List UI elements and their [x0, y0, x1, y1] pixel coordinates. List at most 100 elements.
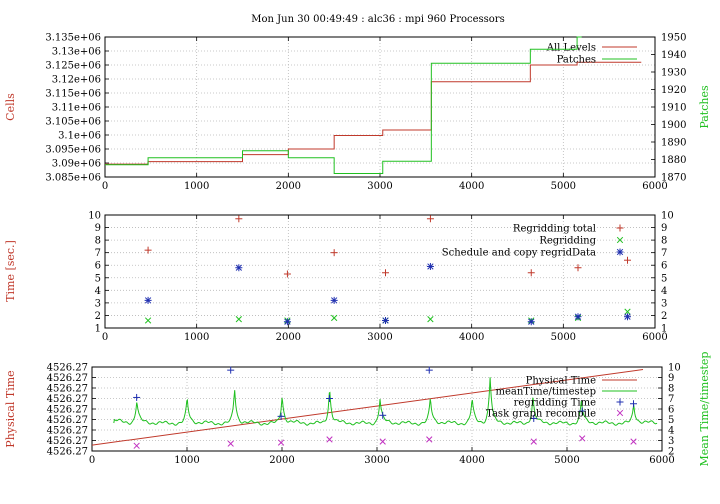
schedule-and-copy-regriddata-point [426, 262, 434, 270]
y-tick-label: 3.115e+06 [45, 89, 101, 100]
x-tick-label: 3000 [364, 455, 389, 466]
x-tick-label: 2000 [276, 181, 301, 192]
regridding-time-point [133, 393, 141, 401]
legend-symbol [616, 248, 624, 256]
y2-tick-label: 10 [661, 211, 674, 222]
x-tick-label: 3000 [367, 332, 392, 343]
y-tick-label: 2 [95, 311, 101, 322]
x-tick-label: 4000 [459, 181, 484, 192]
regridding-time-point [277, 412, 285, 420]
x-tick-label: 5000 [551, 181, 576, 192]
y2-tick-label: 1950 [661, 33, 686, 44]
meantime-timestep-line [113, 377, 658, 426]
x-tick-label: 2000 [276, 332, 301, 343]
y-tick-label: 5 [95, 273, 101, 284]
schedule-and-copy-regriddata-point [624, 313, 631, 321]
x-tick-label: 3000 [367, 181, 392, 192]
y2-tick-label: 1880 [661, 155, 686, 166]
y-tick-label: 4526.27 [47, 363, 88, 374]
schedule-and-copy-regriddata-point [283, 318, 291, 326]
y-tick-label: 3.085e+06 [45, 173, 101, 184]
regridding-total-point [574, 264, 582, 272]
y-tick-label: 3.125e+06 [45, 61, 101, 72]
legend-label: Schedule and copy regridData [442, 248, 596, 259]
regridding-time-point [630, 400, 637, 408]
y-tick-label: 4526.27 [47, 405, 88, 416]
task-graph-recompile-point [530, 438, 537, 445]
regridding-total-point [283, 270, 291, 278]
y-tick-label: 3.1e+06 [58, 131, 101, 142]
y2-tick-label: 1900 [661, 120, 686, 131]
legend-symbol [616, 398, 624, 406]
y-tick-label: 3.09e+06 [52, 159, 101, 170]
physical-time-panel: 0 1000 2000 3000 4000 5000 60004526.274526.274… [4, 352, 711, 467]
x-tick-label: 6000 [642, 332, 667, 343]
plot-frame [104, 214, 656, 329]
y2-axis-title: Mean Time/timestep [698, 352, 711, 467]
x-tick-label: 0 [102, 181, 108, 192]
legend-symbol [616, 409, 624, 417]
regridding-time-point [425, 366, 433, 374]
task-graph-recompile-point [379, 438, 386, 445]
y2-tick-label: 2 [661, 311, 667, 322]
x-tick-label: 5000 [554, 455, 579, 466]
x-tick-label: 2000 [269, 455, 294, 466]
schedule-and-copy-regriddata-point [382, 316, 389, 324]
legend-symbol [616, 224, 624, 232]
y2-tick-label: 6 [661, 261, 667, 272]
y2-tick-label: 1940 [661, 50, 686, 61]
y2-tick-label: 1870 [661, 173, 686, 184]
regridding-time-point [530, 414, 538, 422]
y2-tick-label: 1 [661, 324, 667, 335]
y2-tick-label: 10 [668, 363, 681, 374]
y-axis-title: Cells [4, 93, 17, 121]
y-tick-label: 8 [95, 236, 101, 247]
x-tick-label: 1000 [184, 332, 209, 343]
y2-tick-label: 7 [661, 248, 667, 259]
regridding-total-point [330, 249, 338, 257]
regridding-point [427, 316, 434, 323]
x-tick-label: 0 [89, 455, 95, 466]
physical-time-line [91, 369, 644, 446]
task-graph-recompile-point [133, 442, 140, 449]
y-tick-label: 6 [95, 261, 101, 272]
y-tick-label: 4526.27 [47, 447, 88, 458]
plot-frame [91, 366, 663, 452]
patches-line [105, 36, 582, 174]
x-tick-label: 4000 [459, 332, 484, 343]
y-tick-label: 10 [88, 211, 101, 222]
y2-tick-label: 3 [661, 298, 667, 309]
y2-tick-label: 2 [668, 447, 674, 458]
x-tick-label: 0 [102, 332, 108, 343]
y2-tick-label: 3 [668, 436, 674, 447]
legend-symbol [616, 236, 624, 244]
y-tick-label: 4 [95, 286, 101, 297]
y-tick-label: 4526.27 [47, 373, 88, 384]
y-tick-label: 4526.27 [47, 426, 88, 437]
plot-frame [104, 36, 656, 178]
regridding-total-point [144, 246, 152, 254]
y-tick-label: 4526.27 [47, 384, 88, 395]
regridding-total-point [624, 256, 631, 264]
y2-tick-label: 1930 [661, 68, 686, 79]
cells-patches-panel: 0 1000 2000 3000 4000 5000 6000 3.085e+06 3.09e+… [4, 33, 711, 193]
regridding-time-panel: 0 1000 2000 3000 4000 5000 6000123456789101234… [4, 211, 674, 344]
regridding-time-point [227, 366, 235, 374]
y2-tick-label: 1920 [661, 85, 686, 96]
y-tick-label: 3 [95, 298, 101, 309]
regridding-time-point [578, 407, 586, 415]
task-graph-recompile-point [277, 439, 285, 446]
regridding-time-point [379, 411, 387, 419]
legend-label: regridding Time [514, 398, 596, 409]
regridding-point [624, 308, 631, 315]
y2-tick-label: 8 [668, 384, 674, 395]
y2-tick-label: 7 [668, 394, 674, 405]
regridding-point [331, 314, 338, 322]
y-tick-label: 3.095e+06 [45, 145, 101, 156]
x-tick-label: 1000 [184, 181, 209, 192]
y-tick-label: 1 [95, 324, 101, 335]
all-levels-line [105, 61, 642, 165]
schedule-and-copy-regriddata-point [574, 313, 582, 321]
y2-tick-label: 5 [661, 273, 667, 284]
figure-title: Mon Jun 30 00:49:49 : alc36 : mpi 960 Pr… [251, 14, 504, 25]
